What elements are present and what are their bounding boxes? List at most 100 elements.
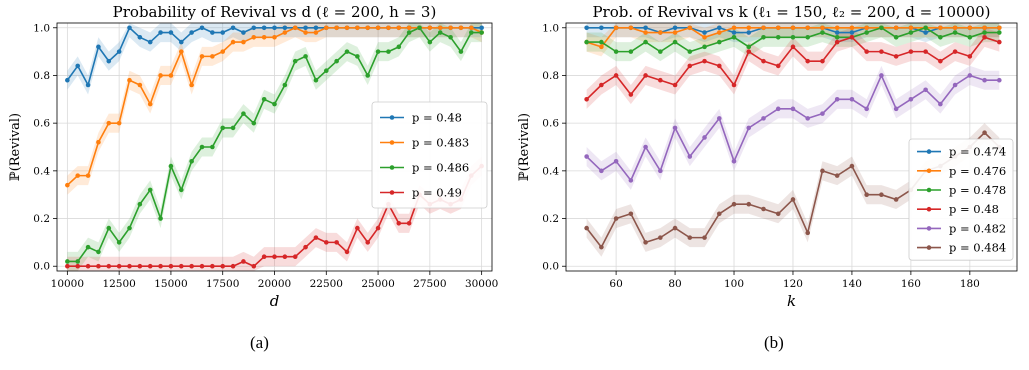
data-point	[643, 25, 648, 31]
data-point	[643, 39, 648, 45]
data-point	[137, 82, 143, 88]
data-point	[261, 35, 267, 40]
data-point	[334, 58, 339, 64]
data-point	[241, 39, 246, 45]
data-point	[967, 54, 973, 59]
data-point	[613, 216, 619, 221]
data-point	[893, 25, 899, 31]
data-point	[158, 73, 163, 78]
data-point	[761, 35, 766, 40]
data-point	[106, 225, 112, 231]
data-point	[628, 25, 634, 31]
data-point	[658, 168, 663, 174]
data-point	[967, 25, 973, 31]
data-point	[220, 30, 226, 35]
data-point	[282, 254, 288, 259]
data-point	[189, 263, 194, 269]
confidence-band	[67, 23, 482, 195]
data-point	[687, 63, 693, 69]
data-point	[220, 49, 226, 54]
data-point	[716, 30, 722, 35]
data-point	[879, 73, 884, 78]
data-point	[849, 163, 855, 169]
x-tick-label: 30000	[465, 278, 498, 290]
data-point	[417, 25, 422, 31]
data-point	[158, 216, 163, 221]
legend-label: p = 0.49	[412, 186, 462, 200]
data-point	[761, 58, 766, 64]
data-point	[628, 178, 634, 183]
data-point	[731, 25, 737, 31]
data-point	[805, 35, 811, 40]
data-point	[375, 25, 381, 31]
x-tick-label: 20000	[258, 278, 291, 290]
data-point	[292, 25, 298, 31]
data-point	[599, 25, 604, 31]
data-point	[355, 54, 360, 59]
data-point	[658, 235, 663, 240]
data-point	[584, 39, 589, 45]
data-point	[127, 263, 132, 269]
panel-a-x-ticks: 10000 12500 15000 17500 20000 22500 25000 27500…	[51, 271, 498, 290]
data-point	[820, 30, 825, 35]
x-tick-label: 60	[609, 278, 622, 290]
data-point	[775, 25, 781, 31]
confidence-band	[586, 27, 1000, 109]
panel-a-title: Probability of Revival vs d (ℓ = 200, h …	[113, 3, 437, 21]
data-point	[731, 159, 737, 164]
data-point	[261, 254, 267, 259]
data-point	[251, 120, 257, 126]
data-point	[386, 49, 391, 54]
y-tick-label: 0.6	[33, 118, 50, 130]
panel-b-plot-frame	[565, 22, 1018, 272]
data-point	[189, 30, 194, 35]
data-point	[702, 135, 707, 140]
panel-a-caption: (a)	[250, 333, 269, 352]
data-point	[805, 58, 811, 64]
data-point	[746, 49, 752, 54]
panel-a-chart: 10000 12500 15000 17500 20000 22500 25000 27500…	[8, 3, 498, 310]
data-point	[116, 49, 122, 54]
data-point	[96, 249, 101, 255]
y-tick-label: 0.0	[33, 261, 50, 273]
panel-b-legend: p = 0.474 p = 0.476 p = 0.478 p = 0.48 p = 0…	[908, 138, 1014, 261]
data-point	[997, 25, 1002, 31]
data-point	[427, 39, 433, 45]
data-point	[834, 25, 840, 31]
data-point	[106, 120, 112, 126]
data-point	[396, 25, 402, 31]
data-point	[584, 97, 589, 102]
data-point	[251, 35, 257, 40]
data-point	[672, 82, 678, 88]
data-point	[746, 125, 752, 131]
data-point	[672, 30, 678, 35]
x-tick-label: 80	[668, 278, 681, 290]
data-point	[334, 240, 339, 245]
x-tick-label: 12500	[102, 278, 135, 290]
data-point	[365, 240, 371, 245]
data-point	[879, 192, 884, 197]
panel-b-y-ticks: 0.0 0.2 0.4 0.6 0.8 1.0	[542, 22, 566, 273]
data-point	[230, 125, 236, 131]
data-point	[982, 30, 987, 35]
confidence-band	[586, 123, 1000, 257]
data-point	[137, 263, 143, 269]
legend-swatch-marker	[389, 190, 395, 195]
data-point	[893, 35, 899, 40]
data-point	[790, 106, 796, 112]
y-tick-label: 1.0	[33, 22, 50, 34]
data-point	[908, 25, 914, 31]
data-point	[344, 25, 350, 31]
data-point	[313, 235, 319, 240]
data-point	[313, 25, 319, 31]
data-point	[178, 49, 184, 54]
data-point	[687, 25, 693, 31]
data-point	[584, 154, 589, 159]
x-tick-label: 22500	[310, 278, 343, 290]
y-tick-label: 0.0	[542, 261, 559, 273]
data-point	[805, 230, 811, 236]
data-point	[210, 54, 215, 59]
data-point	[908, 30, 914, 35]
data-point	[313, 77, 319, 83]
data-point	[334, 25, 339, 31]
